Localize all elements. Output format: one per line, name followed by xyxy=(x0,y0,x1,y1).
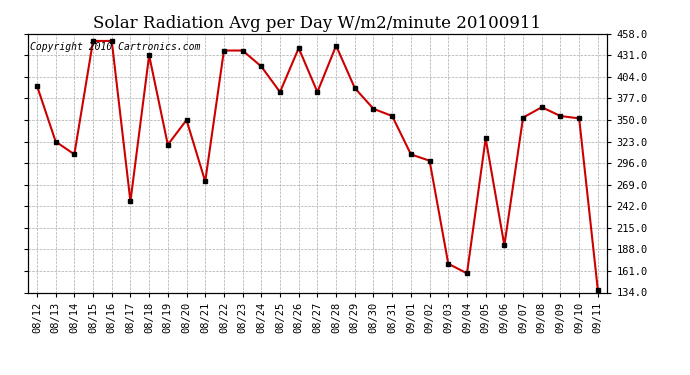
Title: Solar Radiation Avg per Day W/m2/minute 20100911: Solar Radiation Avg per Day W/m2/minute … xyxy=(93,15,542,32)
Text: Copyright 2010 Cartronics.com: Copyright 2010 Cartronics.com xyxy=(30,42,201,51)
